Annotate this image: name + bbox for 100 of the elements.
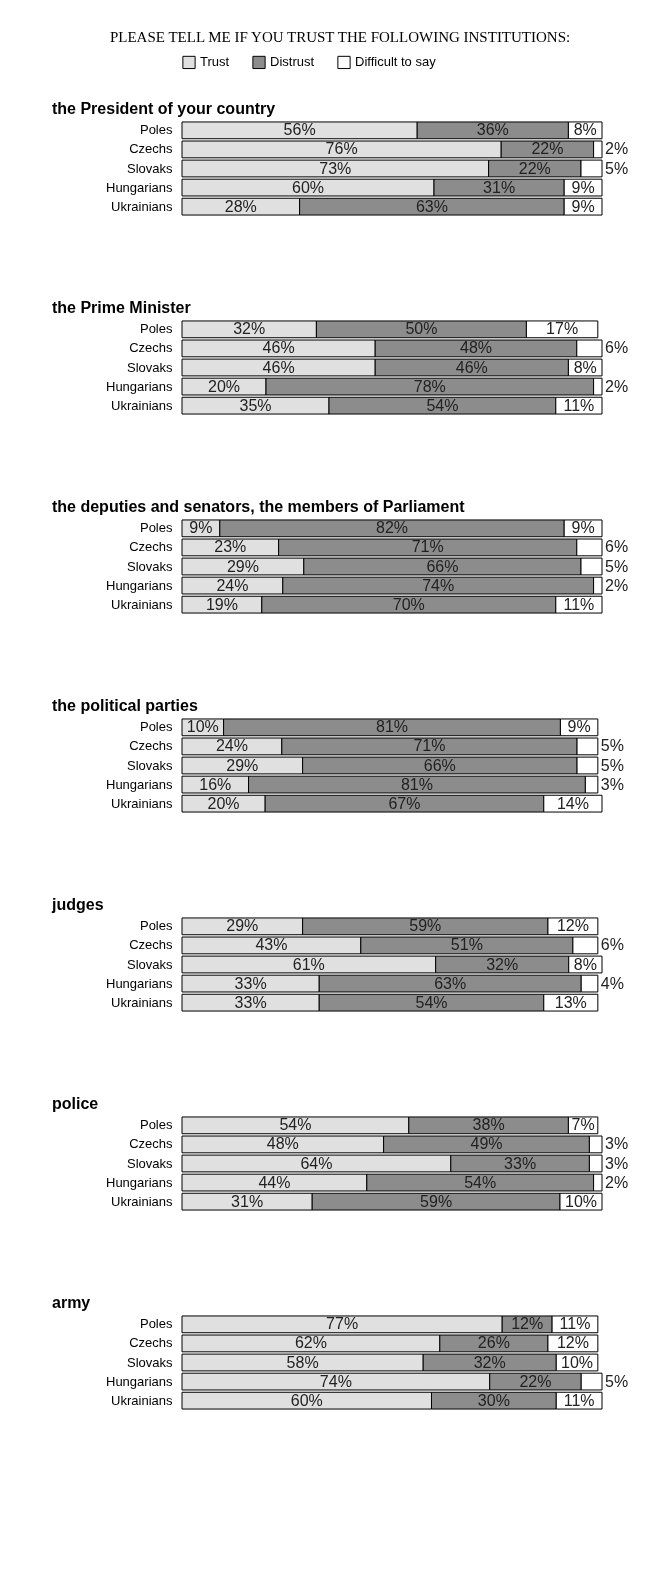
data-label: 11% [563, 1391, 595, 1409]
y-tick-label: Ukrainians [111, 1392, 173, 1408]
data-label: 33% [504, 1154, 537, 1172]
y-tick-label: Poles [139, 1117, 173, 1133]
chart-title: PLEASE TELL ME IF YOU TRUST THE FOLLOWING INSTITUTIONS: [109, 29, 571, 45]
data-label: 74% [422, 576, 455, 594]
data-label: 8% [573, 358, 597, 376]
data-label: 31% [483, 178, 516, 196]
data-label: 20% [207, 794, 240, 812]
data-label: 12% [556, 917, 589, 935]
data-label: 9% [571, 519, 595, 537]
data-label: 11% [559, 1315, 591, 1333]
data-label: 63% [434, 974, 467, 992]
y-tick-label: Czechs [129, 340, 173, 356]
legend-label: Trust [200, 54, 230, 70]
data-label: 5% [600, 737, 624, 755]
chart-title: army [52, 1294, 91, 1311]
y-tick-label: Slovaks [126, 956, 173, 972]
y-tick-label: Slovaks [126, 160, 173, 176]
chart-title: the political parties [52, 697, 198, 714]
legend-label: Distrust [270, 54, 315, 70]
y-tick-label: Hungarians [106, 1174, 173, 1190]
data-label: 48% [459, 339, 493, 357]
y-tick-label: Hungarians [106, 179, 173, 195]
data-label: 71% [411, 538, 444, 556]
data-label: 61% [292, 955, 325, 973]
data-label: 48% [266, 1135, 299, 1153]
data-label: 10% [564, 1192, 598, 1210]
data-label: 9% [571, 197, 595, 215]
data-label: 78% [413, 377, 446, 395]
y-tick-label: Czechs [129, 1136, 173, 1152]
chart-title: the Prime Minister [52, 299, 191, 316]
data-label: 81% [375, 718, 409, 736]
data-label: 59% [420, 1192, 453, 1210]
data-label: 2% [605, 140, 629, 158]
y-tick-label: Ukrainians [111, 795, 173, 811]
y-tick-label: Slovaks [126, 757, 173, 773]
data-label: 20% [207, 377, 241, 395]
data-label: 35% [239, 396, 272, 414]
data-label: 10% [186, 718, 219, 736]
chart-title: police [52, 1095, 99, 1112]
y-tick-label: Poles [139, 1316, 173, 1332]
y-tick-label: Hungarians [106, 577, 173, 593]
data-label: 2% [605, 576, 629, 594]
data-label: 67% [388, 794, 421, 812]
data-label: 6% [605, 538, 629, 556]
y-tick-label: Hungarians [106, 776, 173, 792]
data-label: 38% [472, 1116, 505, 1134]
data-label: 32% [473, 1353, 506, 1371]
data-label: 66% [423, 756, 456, 774]
data-label: 49% [470, 1135, 503, 1153]
data-label: 51% [450, 936, 483, 954]
data-label: 22% [531, 140, 564, 158]
data-label: 19% [205, 595, 238, 613]
data-label: 10% [561, 1353, 594, 1371]
data-label: 60% [291, 178, 325, 196]
data-label: 43% [255, 936, 288, 954]
data-label: 6% [600, 936, 624, 954]
y-tick-label: Ukrainians [111, 596, 173, 612]
data-label: 54% [464, 1173, 497, 1191]
legend-label: Difficult to say [355, 54, 437, 70]
data-label: 46% [262, 358, 295, 376]
y-tick-label: Poles [139, 719, 173, 735]
chart-subtitle: the President of your country [52, 100, 276, 117]
data-label: 22% [519, 1372, 552, 1390]
data-label: 50% [405, 320, 438, 338]
y-tick-label: Slovaks [126, 1354, 173, 1370]
y-tick-label: Ukrainians [111, 198, 173, 214]
y-tick-label: Slovaks [126, 558, 173, 574]
data-label: 11% [563, 396, 595, 414]
data-label: 28% [224, 197, 257, 215]
data-label: 13% [554, 993, 587, 1011]
data-label: 54% [426, 396, 459, 414]
data-label: 74% [319, 1372, 352, 1390]
data-label: 16% [199, 775, 232, 793]
data-label: 29% [226, 917, 259, 935]
data-label: 32% [233, 320, 266, 338]
data-label: 24% [215, 737, 248, 755]
data-label: 77% [326, 1315, 359, 1333]
data-label: 14% [556, 794, 589, 812]
data-label: 29% [226, 557, 259, 575]
data-label: 5% [605, 159, 629, 177]
data-label: 8% [573, 121, 597, 139]
data-label: 24% [216, 576, 249, 594]
data-label: 11% [563, 595, 595, 613]
data-label: 4% [600, 974, 624, 992]
data-label: 30% [477, 1391, 510, 1409]
data-label: 66% [426, 557, 459, 575]
data-label: 5% [605, 557, 629, 575]
data-label: 63% [415, 197, 448, 215]
y-tick-label: Czechs [129, 1335, 173, 1351]
y-tick-label: Czechs [129, 539, 173, 555]
y-tick-label: Hungarians [106, 378, 173, 394]
chart-title: the deputies and senators, the members of Parliament [52, 498, 466, 515]
y-tick-label: Slovaks [126, 1155, 173, 1171]
data-label: 62% [294, 1334, 327, 1352]
data-label: 71% [413, 737, 446, 755]
data-label: 3% [605, 1154, 629, 1172]
y-tick-label: Poles [139, 918, 173, 934]
data-label: 3% [600, 775, 624, 793]
